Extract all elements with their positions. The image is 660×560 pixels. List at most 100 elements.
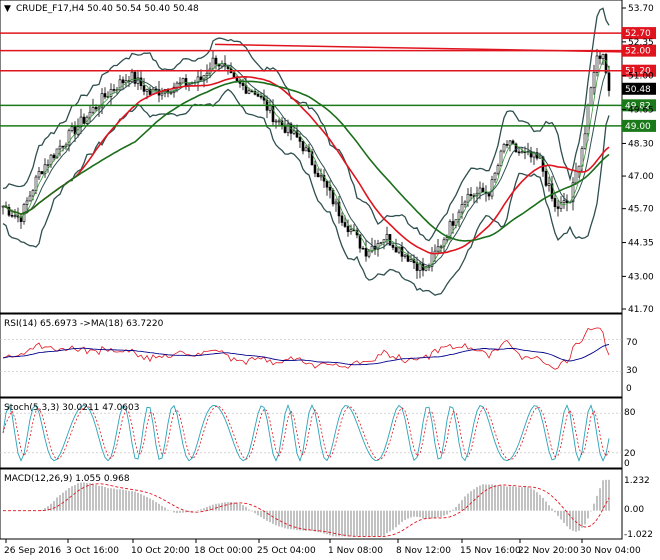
candle-body — [328, 186, 332, 191]
level-tag — [622, 99, 656, 112]
candle-body — [544, 170, 548, 186]
time-tick-label: 30 Nov 04:00 — [580, 546, 641, 556]
candle-body — [91, 107, 95, 113]
current-price-label: 50.48 — [625, 85, 651, 95]
candle-body — [256, 94, 260, 97]
candle-body — [142, 85, 146, 92]
candle-body — [466, 193, 470, 203]
candle-body — [301, 141, 305, 152]
level-tag — [622, 44, 656, 57]
candle-body — [379, 242, 383, 244]
candle-body — [574, 170, 578, 184]
candle-body — [343, 222, 347, 227]
time-tick-label: 26 Sep 2016 — [4, 546, 61, 556]
candle-body — [118, 79, 122, 91]
time-tick-label: 22 Nov 20:00 — [518, 546, 579, 556]
ma-fast — [2, 76, 610, 255]
candle-body — [220, 63, 224, 67]
candle-body — [595, 55, 599, 73]
candle-body — [586, 105, 590, 135]
candle-body — [100, 93, 104, 108]
candle-body — [445, 237, 449, 241]
candle-body — [388, 234, 392, 246]
candle-body — [358, 234, 362, 249]
time-tick-label: 25 Oct 04:00 — [257, 546, 316, 556]
candle-body — [31, 190, 35, 197]
price-tick-label: 41.70 — [628, 305, 654, 315]
stoch-main-line — [2, 403, 610, 463]
ma-slow — [2, 80, 610, 242]
candle-body — [490, 179, 494, 197]
candle-body — [589, 87, 593, 106]
rsi-level-30: 30 — [626, 366, 638, 376]
level-tag-label: 49.82 — [625, 101, 651, 111]
candle-body — [547, 183, 551, 186]
candle-body — [43, 164, 47, 175]
candle-body — [349, 229, 353, 233]
time-tick-label: 15 Nov 16:00 — [460, 546, 521, 556]
axis-labels: 53.70 52.35 51.00 49.65 48.30 47.00 45.70 44.35… — [4, 4, 654, 556]
stoch-level-80: 80 — [624, 408, 636, 418]
rsi-panel[interactable] — [0, 313, 623, 398]
candle-body — [259, 95, 263, 98]
candle-body — [310, 151, 314, 166]
candle-body — [205, 72, 209, 76]
level-tag — [622, 119, 656, 132]
level-tag-label: 52.00 — [625, 47, 651, 57]
candle-body — [139, 77, 143, 87]
candle-body — [598, 55, 602, 59]
candle-body — [55, 148, 59, 159]
candle-body — [94, 107, 98, 110]
candle-body — [52, 154, 56, 159]
candle-body — [148, 89, 152, 95]
candle-body — [403, 254, 407, 257]
candle-body — [13, 215, 17, 217]
stoch-label: Stoch(5,3,3) 30.0211 47.0603 — [4, 403, 139, 413]
level-tag-label: 52.70 — [625, 29, 651, 39]
candle-body — [496, 165, 500, 174]
candle-body — [82, 116, 86, 124]
candle-body — [268, 105, 272, 111]
candle-body — [169, 92, 173, 94]
candle-body — [346, 226, 350, 233]
level-tag — [622, 64, 656, 77]
candle-body — [469, 193, 473, 196]
candle-body — [499, 150, 503, 167]
candle-body — [181, 78, 185, 84]
level-lines: 52.70 52.00 51.20 49.82 49.00 50.48 — [0, 27, 656, 132]
candle-body — [397, 246, 401, 253]
price-tick-label: 51.00 — [628, 72, 654, 82]
stoch-signal-line — [2, 405, 610, 461]
price-tick-label: 44.35 — [628, 239, 654, 249]
candle-body — [211, 57, 215, 70]
candle-body — [394, 247, 398, 253]
candle-body — [121, 79, 125, 84]
stoch-panel[interactable] — [0, 397, 623, 469]
rsi-label: RSI(14) 65.6973 ->MA(18) 63.7220 — [4, 319, 164, 329]
candle-body — [58, 145, 62, 150]
candle-body — [298, 136, 302, 142]
candle-body — [241, 83, 245, 86]
triangle-down-icon[interactable]: ▼ — [4, 4, 11, 14]
time-tick-label: 1 Nov 08:00 — [328, 546, 383, 556]
candle-body — [67, 130, 71, 146]
candle-body — [520, 151, 524, 154]
candle-body — [130, 71, 134, 83]
stoch-level-0: 0 — [624, 459, 630, 469]
bollinger-upper — [2, 7, 610, 242]
rsi-ma-line — [2, 343, 610, 366]
candle-body — [10, 214, 14, 217]
macd-level-zero: 0.00 — [624, 505, 644, 515]
price-series — [1, 7, 611, 296]
candle-body — [505, 144, 509, 146]
price-tick-label: 52.35 — [628, 38, 654, 48]
symbol-header: CRUDE_F17,H4 50.40 50.54 50.40 50.48 — [16, 4, 199, 14]
candle-body — [319, 175, 323, 178]
candle-body — [463, 201, 467, 205]
rsi-series — [0, 327, 622, 372]
ma-very-fast — [2, 59, 610, 269]
candle-body — [28, 195, 32, 202]
candle-body — [316, 172, 320, 178]
trend-line[interactable] — [214, 43, 623, 53]
